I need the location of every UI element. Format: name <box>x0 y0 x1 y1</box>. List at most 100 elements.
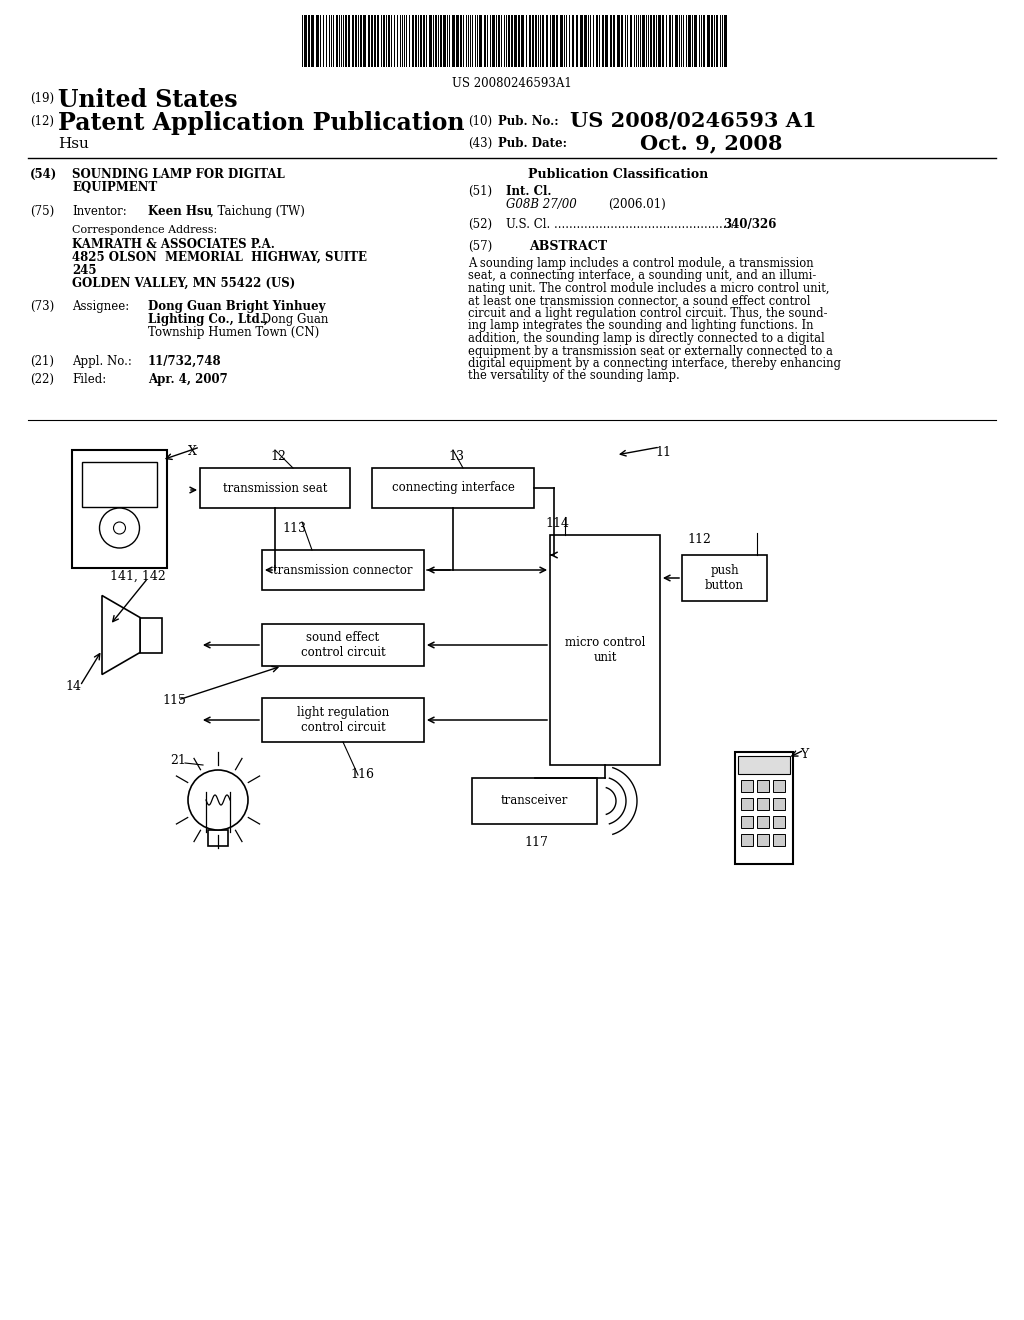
Bar <box>311 15 314 67</box>
Bar <box>694 15 697 67</box>
Text: 245: 245 <box>72 264 96 277</box>
Text: 4825 OLSON  MEMORIAL  HIGHWAY, SUITE: 4825 OLSON MEMORIAL HIGHWAY, SUITE <box>72 251 367 264</box>
Bar <box>208 830 228 846</box>
Bar <box>498 15 500 67</box>
Text: ing lamp integrates the sounding and lighting functions. In: ing lamp integrates the sounding and lig… <box>468 319 813 333</box>
Text: addition, the sounding lamp is directly connected to a digital: addition, the sounding lamp is directly … <box>468 333 824 345</box>
Bar <box>556 15 558 67</box>
Text: 11: 11 <box>655 446 671 459</box>
Bar <box>630 15 632 67</box>
Bar <box>456 15 459 67</box>
Text: (73): (73) <box>30 300 54 313</box>
Text: (19): (19) <box>30 92 54 106</box>
Bar <box>479 15 482 67</box>
Text: , Taichung (TW): , Taichung (TW) <box>210 205 305 218</box>
Bar <box>529 15 531 67</box>
Bar <box>360 15 362 67</box>
Text: Filed:: Filed: <box>72 374 106 385</box>
Text: Dong Guan: Dong Guan <box>258 313 329 326</box>
Circle shape <box>188 770 248 830</box>
Polygon shape <box>102 595 140 675</box>
Text: X: X <box>188 445 197 458</box>
Text: Inventor:: Inventor: <box>72 205 127 218</box>
Text: 141, 142: 141, 142 <box>110 570 166 583</box>
Text: Oct. 9, 2008: Oct. 9, 2008 <box>640 133 782 153</box>
Text: (22): (22) <box>30 374 54 385</box>
Text: transmission connector: transmission connector <box>273 564 413 577</box>
Text: US 2008/0246593 A1: US 2008/0246593 A1 <box>570 111 816 131</box>
Text: Correspondence Address:: Correspondence Address: <box>72 224 217 235</box>
Text: Dong Guan Bright Yinhuey: Dong Guan Bright Yinhuey <box>148 300 326 313</box>
Bar <box>552 15 555 67</box>
Bar <box>72 450 167 568</box>
Text: Pub. Date:: Pub. Date: <box>498 137 567 150</box>
Text: Assignee:: Assignee: <box>72 300 129 313</box>
Bar <box>650 15 652 67</box>
Bar <box>262 698 424 742</box>
Text: KAMRATH & ASSOCIATES P.A.: KAMRATH & ASSOCIATES P.A. <box>72 238 274 251</box>
Bar <box>262 624 424 667</box>
Bar <box>308 15 310 67</box>
Bar <box>773 780 785 792</box>
Text: 115: 115 <box>162 694 186 708</box>
Text: 14: 14 <box>65 680 81 693</box>
Text: 116: 116 <box>350 768 374 781</box>
Text: (52): (52) <box>468 218 493 231</box>
Bar <box>662 15 664 67</box>
Text: Township Humen Town (CN): Township Humen Town (CN) <box>148 326 319 339</box>
Bar <box>452 15 455 67</box>
Bar <box>374 15 376 67</box>
Text: light regulation
control circuit: light regulation control circuit <box>297 706 389 734</box>
Text: at least one transmission connector, a sound effect control: at least one transmission connector, a s… <box>468 294 811 308</box>
Bar <box>423 15 425 67</box>
Text: 13: 13 <box>449 450 464 463</box>
Bar <box>336 15 338 67</box>
Bar <box>415 15 417 67</box>
Bar <box>82 462 157 507</box>
Bar <box>362 15 366 67</box>
Text: Patent Application Publication: Patent Application Publication <box>58 111 465 135</box>
Bar <box>377 15 379 67</box>
Text: 113: 113 <box>282 521 306 535</box>
Bar <box>514 15 517 67</box>
Bar <box>716 15 718 67</box>
Text: 112: 112 <box>687 533 711 546</box>
Bar <box>345 15 347 67</box>
Bar <box>200 469 350 508</box>
Text: micro control
unit: micro control unit <box>565 636 645 664</box>
Bar <box>355 15 357 67</box>
Text: equipment by a transmission seat or externally connected to a: equipment by a transmission seat or exte… <box>468 345 833 358</box>
Text: Pub. No.:: Pub. No.: <box>498 115 559 128</box>
Bar <box>420 15 422 67</box>
Text: EQUIPMENT: EQUIPMENT <box>72 181 158 194</box>
Bar <box>596 15 598 67</box>
Text: Hsu: Hsu <box>58 137 89 150</box>
Bar <box>435 15 437 67</box>
Bar <box>348 15 350 67</box>
Bar <box>617 15 620 67</box>
Bar <box>675 15 678 67</box>
Bar <box>642 15 645 67</box>
Bar <box>757 834 769 846</box>
Bar <box>580 15 583 67</box>
Text: connecting interface: connecting interface <box>391 482 514 495</box>
Bar <box>518 15 520 67</box>
Text: the versatility of the sounding lamp.: the versatility of the sounding lamp. <box>468 370 680 383</box>
Text: (2006.01): (2006.01) <box>608 198 666 211</box>
Circle shape <box>114 521 126 535</box>
Bar <box>412 15 414 67</box>
Bar <box>605 15 608 67</box>
Bar <box>140 618 162 652</box>
Text: Int. Cl.: Int. Cl. <box>506 185 552 198</box>
Text: sound effect
control circuit: sound effect control circuit <box>301 631 385 659</box>
Text: US 20080246593A1: US 20080246593A1 <box>453 77 571 90</box>
Text: Apr. 4, 2007: Apr. 4, 2007 <box>148 374 227 385</box>
Bar <box>460 15 462 67</box>
Bar <box>535 15 537 67</box>
Bar <box>560 15 563 67</box>
Text: 117: 117 <box>524 836 549 849</box>
Text: United States: United States <box>58 88 238 112</box>
Bar <box>711 15 713 67</box>
Bar <box>492 15 495 67</box>
Text: transmission seat: transmission seat <box>223 482 328 495</box>
